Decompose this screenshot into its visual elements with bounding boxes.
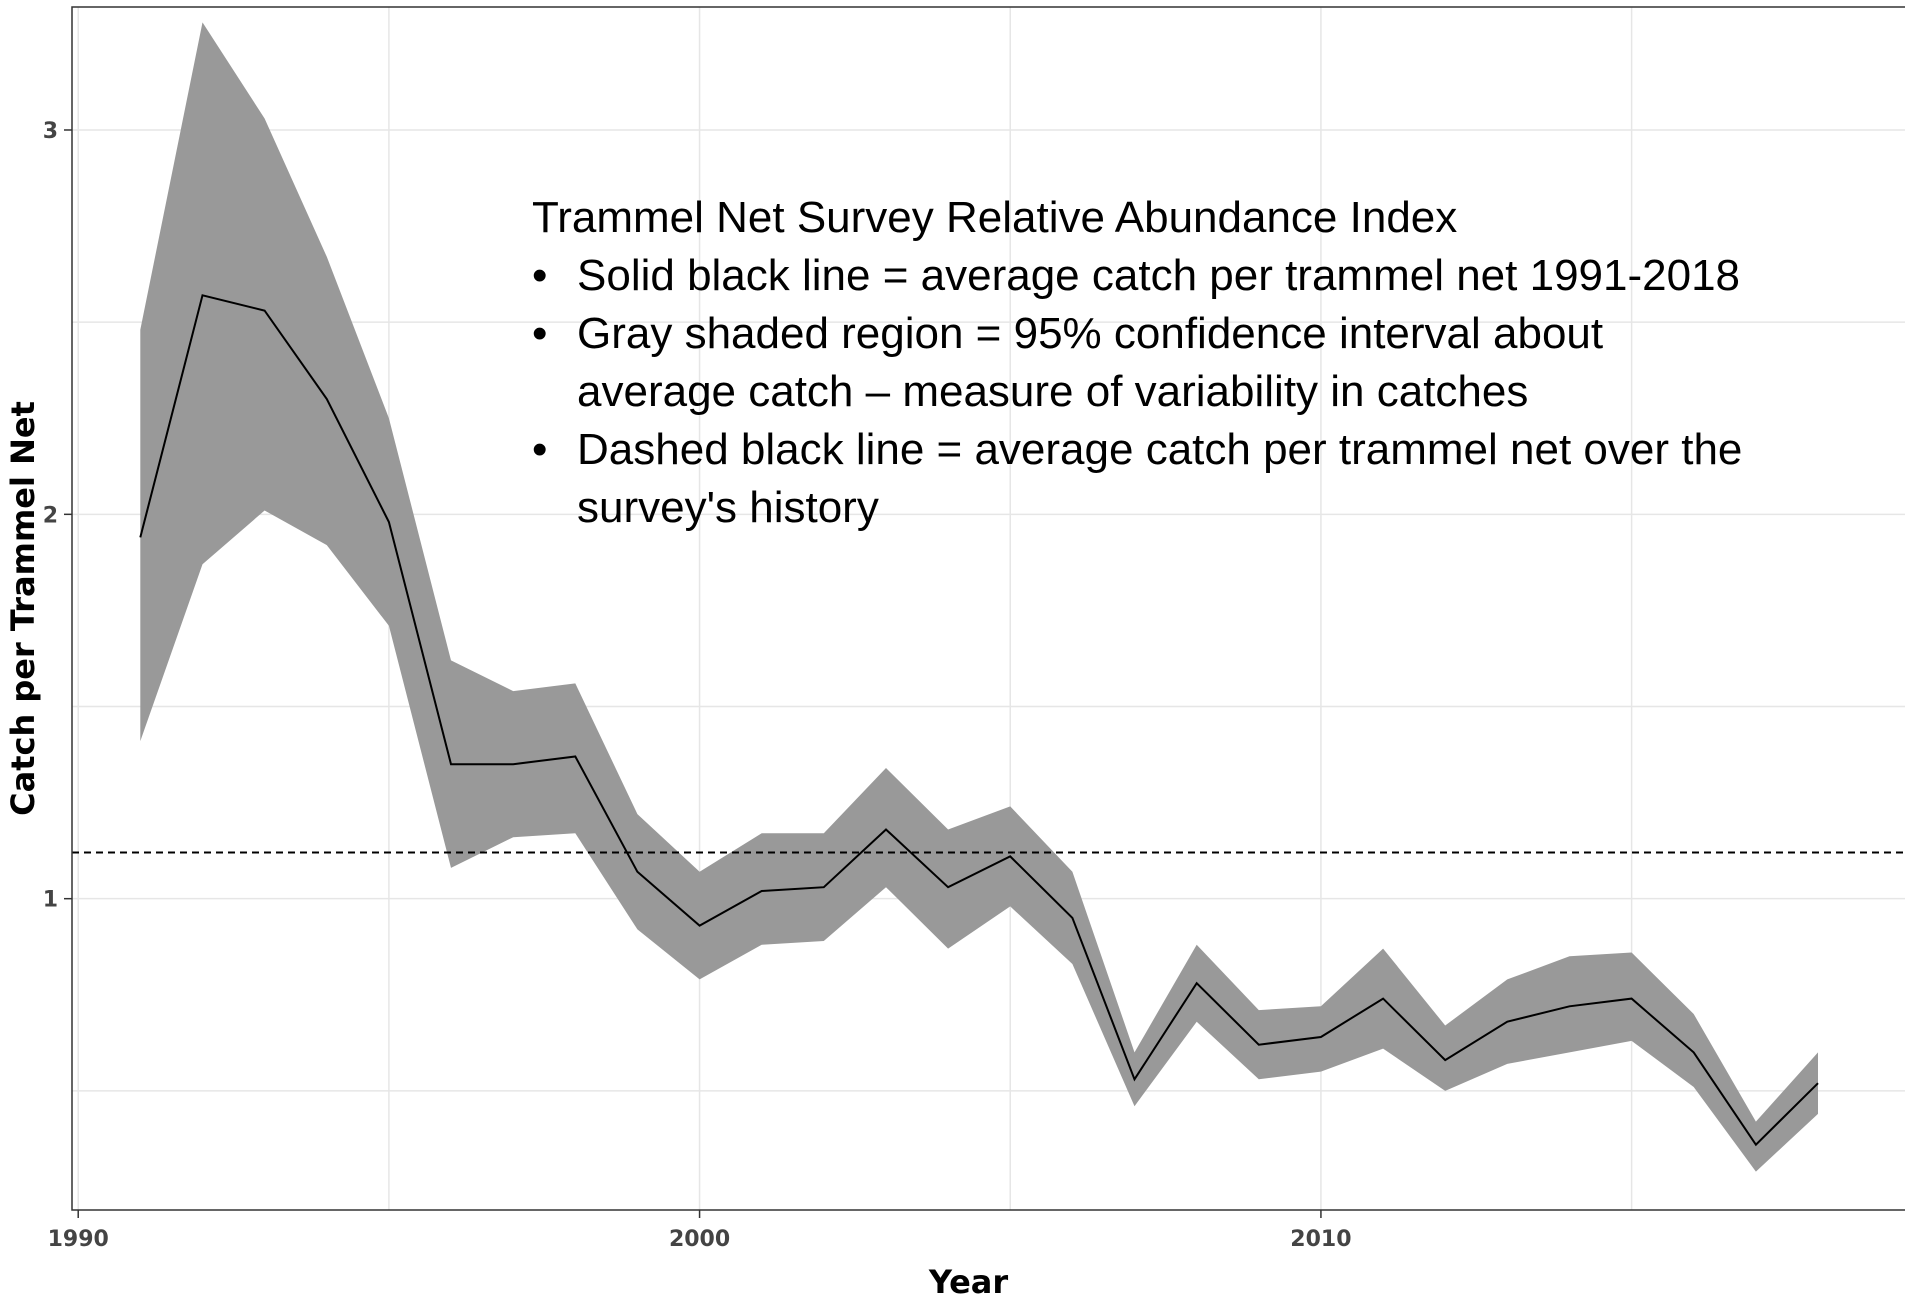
x-axis-title: Year — [928, 1263, 1009, 1299]
average-catch-line — [139, 294, 1819, 1147]
x-tick-label: 1990 — [48, 1227, 109, 1252]
y-axis-title: Catch per Trammel Net — [4, 401, 42, 816]
annotation-bullet-glyph: • — [532, 251, 547, 300]
x-tick-label: 2010 — [1290, 1227, 1351, 1252]
annotation-bullet-text: Solid black line = average catch per tra… — [577, 251, 1740, 300]
y-axis-ticks: 1 2 3 — [43, 119, 72, 913]
y-tick-label: 3 — [43, 119, 58, 144]
x-axis-ticks: 1990 2000 2010 — [48, 1210, 1352, 1252]
annotation-bullet-text: Dashed black line = average catch per tr… — [577, 425, 1742, 474]
grid-lines — [72, 7, 1905, 1210]
annotation-heading: Trammel Net Survey Relative Abundance In… — [532, 193, 1457, 242]
annotation-bullet-glyph: • — [532, 309, 547, 358]
y-tick-label: 1 — [43, 888, 58, 913]
y-tick-label: 2 — [43, 503, 58, 528]
annotation-bullet-glyph: • — [532, 425, 547, 474]
x-tick-label: 2000 — [669, 1227, 730, 1252]
plot-panel-border — [71, 6, 1905, 1211]
annotation-bullet-text: Gray shaded region = 95% confidence inte… — [577, 309, 1603, 358]
annotation-bullet-text: average catch – measure of variability i… — [577, 367, 1528, 416]
annotation-bullet-text: survey's history — [577, 483, 879, 532]
legend-annotation: Trammel Net Survey Relative Abundance In… — [532, 193, 1742, 532]
